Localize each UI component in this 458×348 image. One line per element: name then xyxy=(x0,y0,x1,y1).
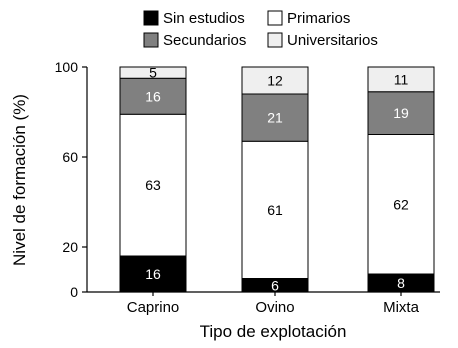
y-tick-label-20: 20 xyxy=(62,239,78,255)
bar-caprino-primarios xyxy=(119,113,187,257)
bars-group: 16 63 16 5 6 61 21 12 8 62 19 11 xyxy=(119,65,435,293)
value-label-mixta-primarios: 62 xyxy=(393,196,409,212)
y-axis-title: Nivel de formación (%) xyxy=(10,94,29,266)
legend-swatch-sin-estudios xyxy=(143,10,159,26)
value-label-caprino-sin-estudios: 16 xyxy=(145,266,161,282)
x-ticks-group: Caprino Ovino Mixta xyxy=(127,292,420,316)
value-label-caprino-primarios: 63 xyxy=(145,177,161,193)
y-ticks-group: 0 20 60 100 xyxy=(55,59,87,300)
legend-swatch-universitarios xyxy=(267,32,283,48)
x-tick-label-ovino: Ovino xyxy=(255,299,294,316)
legend-swatch-primarios xyxy=(267,10,283,26)
legend-swatch-secundarios xyxy=(143,32,159,48)
value-label-mixta-universitarios: 11 xyxy=(394,71,409,87)
value-label-ovino-sin-estudios: 6 xyxy=(271,277,279,293)
bar-ovino-primarios xyxy=(241,140,309,279)
bar-caprino-sin-estudios xyxy=(119,255,187,293)
bar-ovino-secundarios xyxy=(241,93,309,142)
value-label-mixta-sin-estudios: 8 xyxy=(397,275,405,291)
x-tick-label-caprino: Caprino xyxy=(127,299,180,316)
x-axis-title: Tipo de explotación xyxy=(200,322,347,341)
y-tick-label-60: 60 xyxy=(62,149,78,165)
legend-label-sin-estudios: Sin estudios xyxy=(163,10,245,27)
value-label-caprino-universitarios: 5 xyxy=(149,65,157,81)
y-tick-label-0: 0 xyxy=(70,284,78,300)
x-tick-label-mixta: Mixta xyxy=(383,299,419,316)
y-tick-label-100: 100 xyxy=(55,59,79,75)
axes-group xyxy=(86,67,440,293)
value-label-mixta-secundarios: 19 xyxy=(393,105,409,121)
bar-mixta-universitarios xyxy=(367,66,435,93)
value-label-ovino-universitarios: 12 xyxy=(267,73,283,89)
legend-label-universitarios: Universitarios xyxy=(287,32,378,49)
bar-ovino-universitarios xyxy=(241,66,309,95)
legend: Sin estudios Primarios Secundarios Universi… xyxy=(143,10,378,49)
value-label-ovino-primarios: 61 xyxy=(267,202,283,218)
value-label-ovino-secundarios: 21 xyxy=(267,110,283,126)
bar-mixta-secundarios xyxy=(367,91,435,135)
value-label-caprino-secundarios: 16 xyxy=(145,88,161,104)
bar-mixta-primarios xyxy=(367,134,435,275)
bar-caprino-universitarios xyxy=(119,66,187,79)
legend-label-secundarios: Secundarios xyxy=(163,32,246,49)
legend-label-primarios: Primarios xyxy=(287,10,350,27)
